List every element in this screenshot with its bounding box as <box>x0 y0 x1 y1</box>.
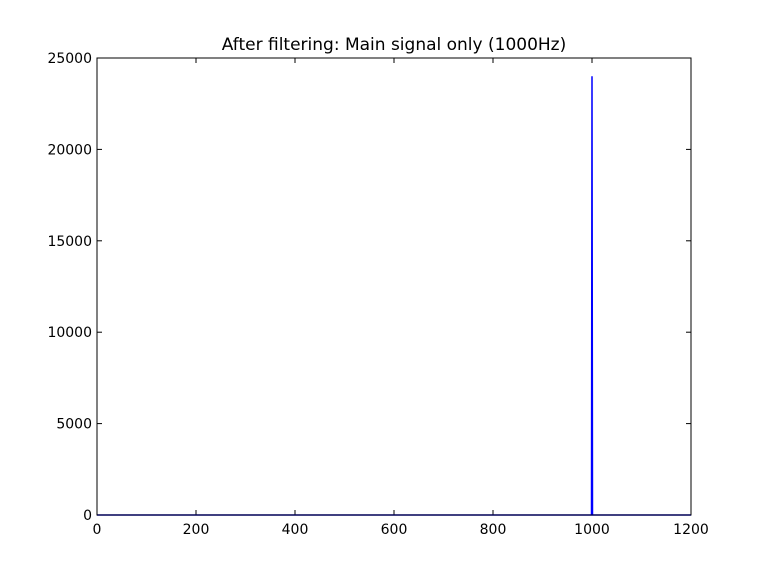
plot-area <box>97 58 691 515</box>
x-tick-label: 0 <box>93 522 102 538</box>
chart-title: After filtering: Main signal only (1000H… <box>222 35 566 55</box>
y-tick-label: 25000 <box>47 51 92 67</box>
x-tick-label: 400 <box>282 522 309 538</box>
y-tick-label: 15000 <box>47 234 92 250</box>
y-tick-label: 20000 <box>47 142 92 158</box>
plot-frame <box>96 57 692 516</box>
y-tick-label: 10000 <box>47 325 92 341</box>
x-tick-label: 600 <box>381 522 408 538</box>
y-tick-label: 5000 <box>56 417 92 433</box>
y-tick-label: 0 <box>83 508 92 524</box>
x-tick-label: 200 <box>183 522 210 538</box>
axis-tick-labels: 0 200 400 600 800 1000 1200 0 5000 10000 15000 2000… <box>47 51 708 538</box>
x-tick-label: 1000 <box>574 522 610 538</box>
x-tick-label: 800 <box>480 522 507 538</box>
x-tick-label: 1200 <box>673 522 709 538</box>
